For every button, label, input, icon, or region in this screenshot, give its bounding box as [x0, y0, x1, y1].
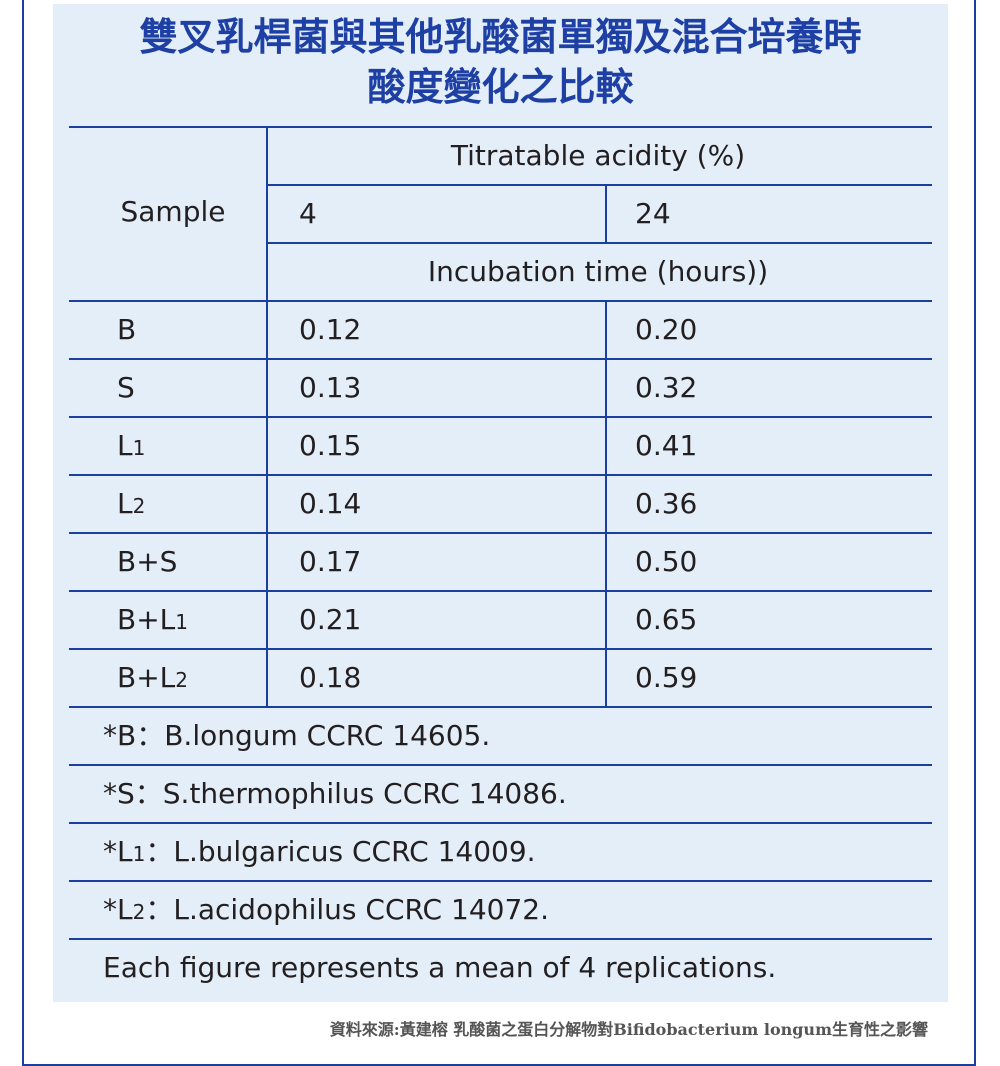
row-value-24h: 0.32 — [635, 371, 698, 404]
rule-top — [69, 126, 932, 128]
title-line-2: 酸度變化之比較 — [367, 64, 634, 109]
title-line-1: 雙叉乳桿菌與其他乳酸菌單獨及混合培養時 — [139, 14, 862, 59]
row-rule — [69, 474, 932, 476]
row-divider — [605, 416, 607, 474]
row-rule — [69, 532, 932, 534]
note-rule — [69, 764, 932, 766]
row-divider — [605, 532, 607, 590]
note-rule — [69, 706, 932, 708]
row-value-4h: 0.12 — [299, 313, 362, 346]
row-sample: B — [117, 313, 137, 346]
row-rule — [69, 590, 932, 592]
row-rule — [69, 648, 932, 650]
row-value-24h: 0.65 — [635, 603, 698, 636]
row-value-4h: 0.15 — [299, 429, 362, 462]
header-time-24: 24 — [635, 197, 671, 230]
footnote: Each figure represents a mean of 4 repli… — [103, 951, 777, 984]
row-sample: S — [117, 371, 135, 404]
row-divider — [605, 474, 607, 532]
rule-time-split — [605, 184, 607, 242]
row-divider — [605, 358, 607, 416]
table-panel — [53, 4, 948, 1002]
row-divider — [605, 300, 607, 358]
row-rule — [69, 300, 932, 302]
header-time-label: Incubation time (hours)) — [427, 255, 769, 288]
row-value-4h: 0.13 — [299, 371, 362, 404]
row-sample: B+L2 — [117, 661, 189, 694]
footnote: *L1：L.bulgaricus CCRC 14009. — [103, 835, 536, 868]
row-divider — [605, 590, 607, 648]
page-title: 雙叉乳桿菌與其他乳酸菌單獨及混合培養時 酸度變化之比較 — [53, 12, 948, 112]
row-sample: L2 — [117, 487, 146, 520]
footnote: *S：S.thermophilus CCRC 14086. — [103, 777, 567, 810]
row-value-24h: 0.41 — [635, 429, 698, 462]
header-measure: Titratable acidity (%) — [450, 139, 746, 172]
header-time-4: 4 — [299, 197, 317, 230]
note-rule — [69, 822, 932, 824]
footnote: *L2：L.acidophilus CCRC 14072. — [103, 893, 549, 926]
row-value-24h: 0.20 — [635, 313, 698, 346]
row-sample: B+L1 — [117, 603, 189, 636]
rule-measure — [268, 184, 932, 186]
row-rule — [69, 358, 932, 360]
row-value-24h: 0.50 — [635, 545, 698, 578]
row-value-4h: 0.21 — [299, 603, 362, 636]
row-value-4h: 0.14 — [299, 487, 362, 520]
row-sample: L1 — [117, 429, 146, 462]
source-credit: 資料來源:黃建榕 乳酸菌之蛋白分解物對Bifidobacterium longu… — [329, 1020, 928, 1039]
row-rule — [69, 416, 932, 418]
row-value-24h: 0.59 — [635, 661, 698, 694]
footnote: *B：B.longum CCRC 14605. — [103, 719, 491, 752]
row-value-24h: 0.36 — [635, 487, 698, 520]
note-rule — [69, 880, 932, 882]
note-rule — [69, 938, 932, 940]
row-divider — [605, 648, 607, 706]
row-sample: B+S — [117, 545, 178, 578]
header-sample: Sample — [120, 195, 226, 228]
row-value-4h: 0.17 — [299, 545, 362, 578]
rule-times — [268, 242, 932, 244]
row-value-4h: 0.18 — [299, 661, 362, 694]
